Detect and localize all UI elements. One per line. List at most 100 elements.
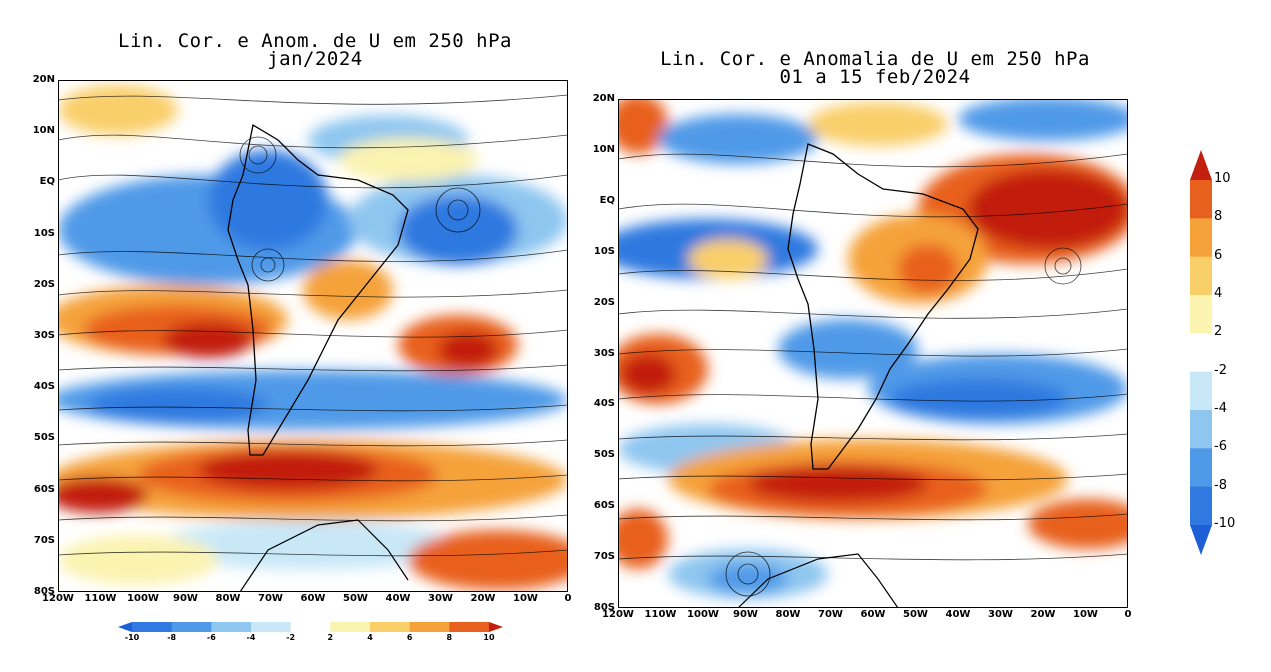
vcbar-cell [1190, 180, 1212, 219]
panel-1-lat-label: 70S [33, 534, 55, 546]
hcbar-cell [449, 622, 490, 632]
panel-2-lat-label: 40S [593, 398, 615, 410]
panel-2-title-line2: 01 a 15 feb/2024 [779, 66, 971, 88]
hcbar-cell [251, 622, 292, 632]
vcbar-label: 8 [1214, 209, 1223, 225]
hcbar-cell [370, 622, 411, 632]
panel-1-lon-label: 90W [173, 593, 198, 604]
vcbar-cell [1190, 256, 1212, 296]
panel-1-map [58, 80, 568, 592]
vcbar-cell [1190, 295, 1212, 334]
vcbar-cell [1190, 486, 1212, 526]
hcbar-cell [211, 622, 252, 632]
panel-2-lat-label: 20S [593, 296, 615, 308]
panel-1-lat-label: 20S [33, 278, 55, 290]
panel-2-anomaly-field [618, 99, 1128, 608]
panel-1-lat-label: 20N [32, 74, 55, 85]
vcbar-label: -8 [1214, 477, 1227, 493]
vcbar-label: 4 [1214, 286, 1223, 301]
panel-2-lon-label: 10W [1073, 609, 1098, 620]
panel-1-lat-label: 50S [33, 432, 55, 444]
panel-2-lon-label: 110W [644, 609, 677, 620]
vcbar-label: -4 [1214, 401, 1227, 416]
vcbar-label: 6 [1214, 247, 1223, 263]
panel-2-lon-label: 80W [775, 609, 801, 620]
panel-2-title-line1: Lin. Cor. e Anomalia de U em 250 hPa [660, 48, 1090, 70]
panel-2-lon-label: 70W [818, 609, 843, 620]
hcbar-cell [171, 622, 212, 632]
hcbar-label: 10 [483, 633, 495, 642]
panel-1-title-line1: Lin. Cor. e Anom. de U em 250 hPa [118, 30, 512, 52]
panel-1-lat-label: EQ [39, 176, 55, 188]
vcbar-label: 10 [1214, 171, 1231, 186]
panel-1-lat-label: 10N [32, 125, 55, 137]
panel-1-lon-label: 40W [385, 593, 411, 604]
hcbar-label: 4 [367, 633, 373, 642]
panel-1-lon-label: 60W [300, 593, 326, 604]
panel-2-lon-label: 120W [602, 609, 634, 620]
hcbar-label: -4 [246, 633, 256, 642]
panel-2-lat-label: 80S [593, 602, 615, 613]
panel-1-lon-label: 110W [84, 593, 117, 604]
panel-1-lon-label: 50W [343, 593, 368, 604]
panel-2-lon-label: 30W [988, 609, 1013, 620]
panel-1-lon-label: 120W [42, 593, 74, 604]
hcbar-label: -6 [206, 633, 216, 642]
panel-1-lon-label: 10W [513, 593, 538, 604]
panel-1-title: Lin. Cor. e Anom. de U em 250 hPa jan/20… [60, 30, 570, 70]
hcbar-cell [409, 622, 450, 632]
vcbar-cell [1190, 218, 1212, 258]
panel-1-lat-label: 40S [33, 381, 55, 393]
panel-2-map [618, 99, 1128, 608]
panel-2-lat-label: 70S [593, 551, 615, 563]
panel-2-lat-label: 10N [592, 143, 615, 155]
panel-1-lon-label: 80W [215, 593, 241, 604]
panel-1-lat-label: 80S [33, 586, 55, 597]
panel-2-lat-label: 10S [593, 245, 615, 257]
hcbar-arrow-right [489, 622, 503, 632]
panel-1-anomaly-field [58, 80, 568, 592]
vcbar-arrow-top [1190, 150, 1212, 180]
panel-2-lat-label: EQ [599, 194, 615, 206]
panel-1-lon-label: 100W [127, 593, 159, 604]
panel-1-lat-label: 60S [33, 483, 55, 495]
panel-1-lon-label: 20W [470, 593, 496, 604]
hcbar-cell [132, 622, 173, 632]
panel-1-title-line2: jan/2024 [267, 48, 363, 70]
vcbar-label: -2 [1214, 362, 1227, 378]
vcbar-cell [1190, 371, 1212, 411]
panel-2-lon-label: 60W [860, 609, 886, 620]
panel-1-lat-label: 30S [33, 330, 55, 341]
panel-2-lon-label: 90W [733, 609, 758, 620]
hcbar-cell [290, 622, 331, 632]
horizontal-colorbar [118, 622, 503, 632]
hcbar-label: 6 [406, 633, 413, 642]
vcbar-label: -6 [1214, 439, 1227, 455]
vcbar-arrow-bottom [1190, 525, 1212, 555]
hcbar-arrow-left [118, 622, 132, 632]
panel-2-lon-label: 50W [903, 609, 928, 620]
vcbar-cell [1190, 333, 1212, 373]
panel-1-lon-label: 70W [258, 593, 283, 604]
panel-1-lon-label: 30W [428, 593, 453, 604]
panel-2-lat-label: 30S [593, 347, 615, 359]
hcbar-cell [330, 622, 371, 632]
panel-2-lat-label: 50S [593, 449, 615, 461]
panel-2-lon-label: 100W [687, 609, 719, 620]
vcbar-cell [1190, 448, 1212, 488]
panel-2-lon-label: 0 [1124, 609, 1132, 620]
hcbar-label: 8 [446, 633, 453, 642]
vcbar-label: -10 [1214, 516, 1236, 531]
panel-2-lon-label: 40W [945, 609, 971, 620]
hcbar-label: -2 [286, 633, 296, 642]
vcbar-cell [1190, 410, 1212, 449]
panel-2-lat-label: 20N [592, 93, 615, 104]
vertical-colorbar [1190, 150, 1212, 555]
vcbar-label: 2 [1214, 324, 1223, 340]
panel-1-lat-label: 10S [33, 227, 55, 239]
hcbar-label: 2 [327, 633, 334, 642]
panel-2-lon-label: 20W [1030, 609, 1056, 620]
hcbar-label: -8 [167, 633, 177, 642]
panel-1-lon-label: 0 [564, 593, 572, 604]
panel-2-title: Lin. Cor. e Anomalia de U em 250 hPa 01 … [620, 48, 1130, 88]
